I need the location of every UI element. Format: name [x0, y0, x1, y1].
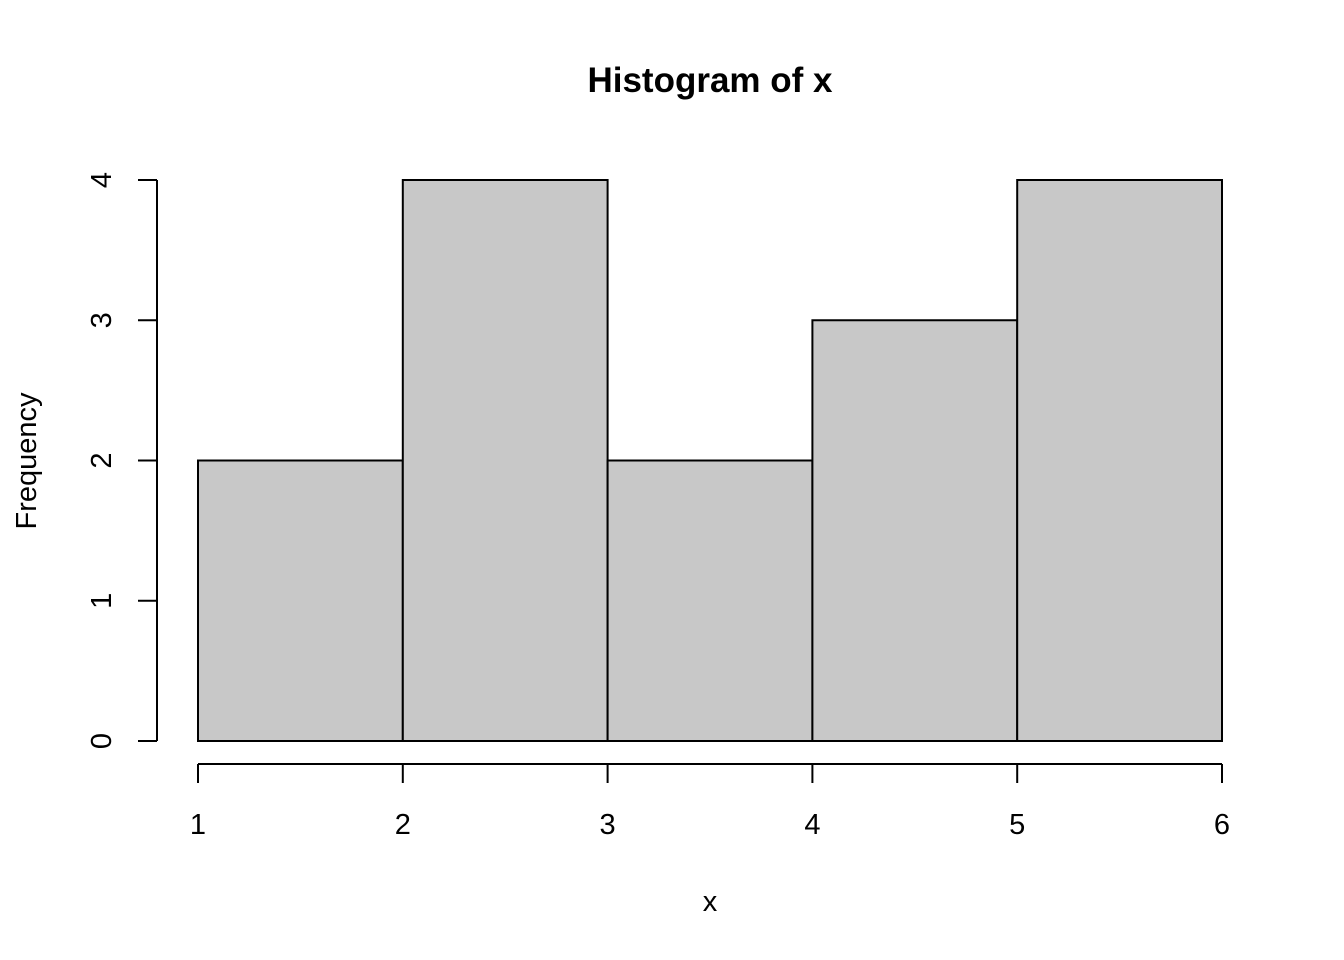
histogram-bar-2	[401, 179, 609, 742]
y-tick-label: 1	[86, 593, 118, 609]
x-tick-label: 4	[804, 809, 820, 841]
x-tick-label: 1	[190, 809, 206, 841]
x-tick-label: 6	[1214, 809, 1230, 841]
y-axis-label: Frequency	[11, 392, 43, 530]
y-tick-label: 3	[86, 312, 118, 328]
histogram-bar-1	[197, 459, 404, 742]
y-tick-label: 2	[86, 452, 118, 468]
x-axis: 1 2 3 4 5 6	[190, 763, 1230, 841]
x-tick-label: 5	[1009, 809, 1025, 841]
x-axis-label: x	[703, 886, 718, 918]
y-tick-label: 0	[86, 733, 118, 749]
x-tick-label: 2	[395, 809, 411, 841]
y-axis: 0 1 2 3 4	[86, 172, 158, 749]
x-tick-label: 3	[600, 809, 616, 841]
bars-group	[197, 179, 1224, 742]
histogram-bar-3	[606, 459, 814, 742]
histogram-bar-4	[811, 319, 1019, 742]
histogram-bar-5	[1016, 179, 1224, 742]
y-tick-label: 4	[86, 172, 118, 188]
chart-title: Histogram of x	[587, 61, 833, 100]
